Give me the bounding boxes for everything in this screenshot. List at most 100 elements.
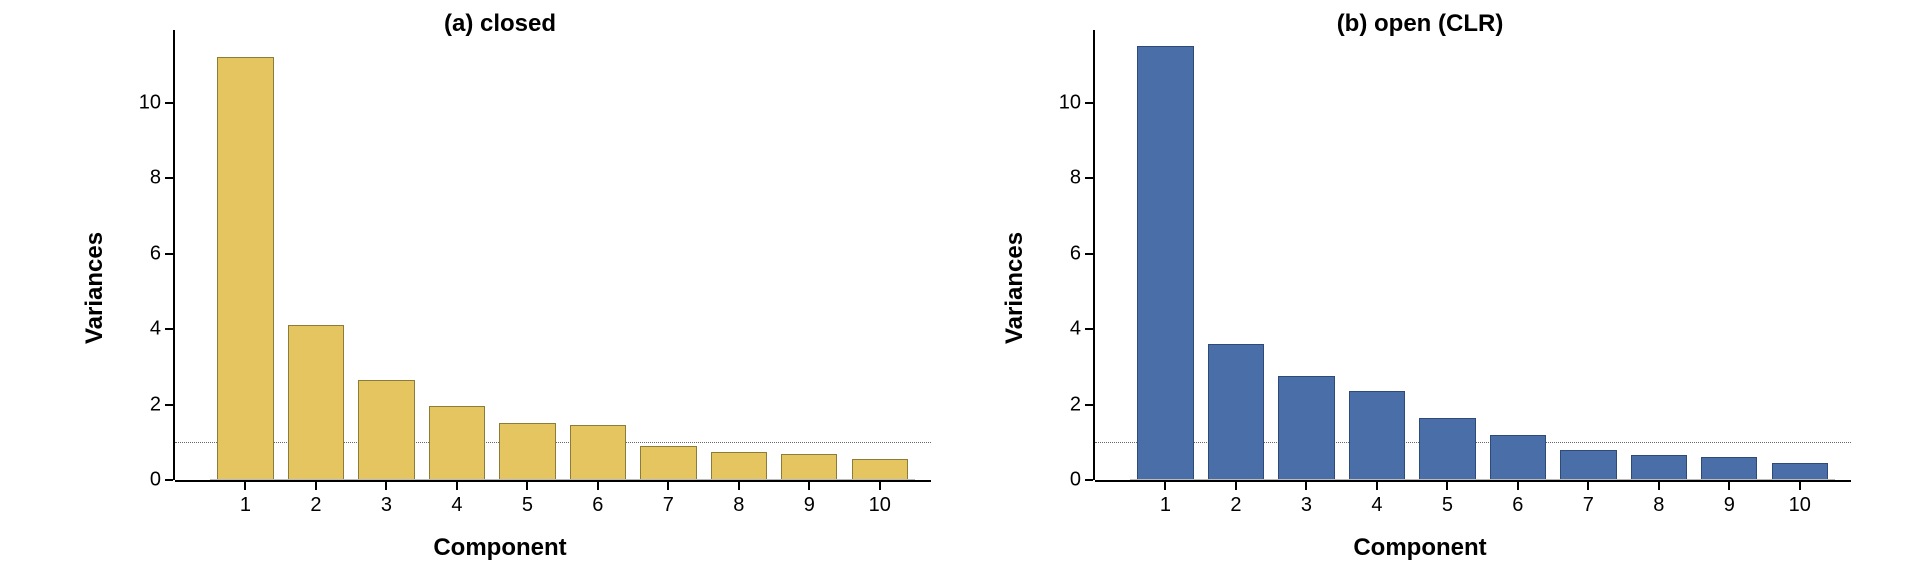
bar — [852, 459, 908, 480]
bar — [1490, 435, 1546, 480]
y-tick — [165, 404, 173, 406]
bar — [1278, 376, 1334, 480]
x-tick-label: 2 — [1230, 494, 1241, 517]
y-tick — [1085, 177, 1093, 179]
x-tick — [597, 482, 599, 490]
bar — [570, 425, 626, 480]
y-tick-label: 2 — [1070, 393, 1081, 416]
x-tick-label: 9 — [1724, 494, 1735, 517]
x-tick-label: 10 — [869, 494, 891, 517]
bar — [1560, 450, 1616, 480]
chart-title: (a) closed — [65, 10, 935, 38]
x-tick-label: 6 — [592, 494, 603, 517]
x-tick-label: 6 — [1512, 494, 1523, 517]
y-tick — [165, 177, 173, 179]
x-tick-label: 8 — [733, 494, 744, 517]
x-tick — [1587, 482, 1589, 490]
y-tick — [165, 253, 173, 255]
x-tick-label: 5 — [1442, 494, 1453, 517]
chart-title: (b) open (CLR) — [985, 10, 1855, 38]
x-tick — [738, 482, 740, 490]
baseline — [1130, 479, 1835, 480]
bar — [499, 423, 555, 480]
x-tick — [244, 482, 246, 490]
panel-a: (a) closed Variances 024681012345678910 … — [65, 10, 935, 566]
x-tick — [1658, 482, 1660, 490]
y-tick — [1085, 253, 1093, 255]
x-tick — [315, 482, 317, 490]
x-tick — [1799, 482, 1801, 490]
y-tick — [165, 328, 173, 330]
x-tick-label: 5 — [522, 494, 533, 517]
x-tick — [667, 482, 669, 490]
y-tick-label: 4 — [150, 318, 161, 341]
x-tick-label: 1 — [240, 494, 251, 517]
plot-area-a: 024681012345678910 — [175, 46, 915, 480]
y-tick — [1085, 404, 1093, 406]
bar — [217, 57, 273, 480]
bar — [1137, 46, 1193, 480]
x-tick — [1164, 482, 1166, 490]
x-tick-label: 7 — [1583, 494, 1594, 517]
bar — [711, 452, 767, 480]
y-tick — [165, 102, 173, 104]
x-axis-label: Component — [985, 534, 1855, 562]
x-tick — [385, 482, 387, 490]
y-tick-label: 2 — [150, 393, 161, 416]
x-tick-label: 9 — [804, 494, 815, 517]
bar — [1701, 457, 1757, 480]
plot-area-b: 024681012345678910 — [1095, 46, 1835, 480]
x-tick — [1728, 482, 1730, 490]
y-tick — [1085, 102, 1093, 104]
baseline — [210, 479, 915, 480]
y-axis-label: Variances — [81, 232, 109, 344]
y-axis-label: Variances — [1001, 232, 1029, 344]
x-tick-label: 8 — [1653, 494, 1664, 517]
x-tick — [1376, 482, 1378, 490]
y-tick-label: 10 — [139, 91, 161, 114]
bar — [429, 406, 485, 480]
bar — [1631, 455, 1687, 480]
x-tick-label: 10 — [1789, 494, 1811, 517]
panel-b: (b) open (CLR) Variances 024681012345678… — [985, 10, 1855, 566]
bar — [1208, 344, 1264, 480]
x-tick — [879, 482, 881, 490]
x-tick-label: 2 — [310, 494, 321, 517]
x-tick-label: 3 — [1301, 494, 1312, 517]
bar — [1419, 418, 1475, 480]
x-tick — [808, 482, 810, 490]
x-tick — [456, 482, 458, 490]
bar — [1349, 391, 1405, 480]
x-axis — [1095, 480, 1851, 482]
x-tick-label: 3 — [381, 494, 392, 517]
x-tick-label: 4 — [1371, 494, 1382, 517]
x-tick-label: 4 — [451, 494, 462, 517]
x-tick — [1446, 482, 1448, 490]
y-tick-label: 6 — [1070, 242, 1081, 265]
y-tick-label: 0 — [150, 469, 161, 492]
y-tick-label: 8 — [1070, 167, 1081, 190]
y-tick-label: 0 — [1070, 469, 1081, 492]
y-tick — [1085, 328, 1093, 330]
y-axis — [173, 30, 175, 480]
x-tick-label: 7 — [663, 494, 674, 517]
x-tick — [1305, 482, 1307, 490]
y-tick-label: 8 — [150, 167, 161, 190]
y-tick-label: 4 — [1070, 318, 1081, 341]
bar — [288, 325, 344, 480]
y-tick — [165, 479, 173, 481]
bar — [1772, 463, 1828, 480]
x-tick — [526, 482, 528, 490]
bar — [781, 454, 837, 480]
x-tick — [1235, 482, 1237, 490]
y-tick — [1085, 479, 1093, 481]
x-axis-label: Component — [65, 534, 935, 562]
y-tick-label: 10 — [1059, 91, 1081, 114]
x-tick-label: 1 — [1160, 494, 1171, 517]
y-axis — [1093, 30, 1095, 480]
bar — [640, 446, 696, 480]
x-tick — [1517, 482, 1519, 490]
y-tick-label: 6 — [150, 242, 161, 265]
bar — [358, 380, 414, 480]
x-axis — [175, 480, 931, 482]
